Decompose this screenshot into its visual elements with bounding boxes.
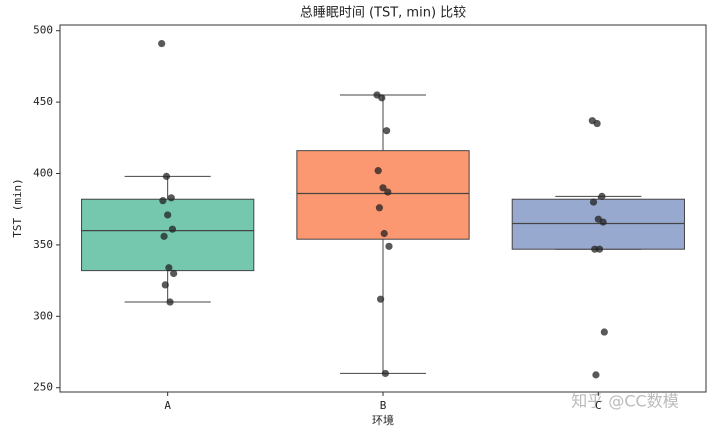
data-point [380, 229, 388, 238]
box [296, 150, 470, 240]
chart-title: 总睡眠时间 (TST, min) 比较 [300, 6, 466, 21]
data-point [162, 172, 171, 180]
x-tick-label: A [164, 399, 171, 412]
x-tick-label: C [595, 399, 602, 412]
box [511, 198, 685, 250]
data-point [598, 192, 606, 200]
data-point [165, 264, 173, 272]
data-point [374, 167, 382, 175]
data-point [385, 242, 393, 250]
data-point [600, 328, 608, 336]
data-point [159, 197, 167, 205]
data-point [593, 119, 601, 128]
watermark: 知乎 @CC数模 [571, 392, 678, 411]
x-tick-label: B [380, 399, 387, 412]
y-tick-label: 350 [33, 238, 53, 251]
data-point [377, 295, 385, 303]
data-point [378, 94, 386, 102]
data-point [381, 369, 389, 378]
data-point [164, 211, 172, 219]
data-point [384, 188, 392, 196]
y-tick-label: 400 [33, 167, 53, 180]
data-point [383, 127, 391, 135]
data-point [595, 245, 604, 253]
y-tick-label: 300 [33, 309, 53, 322]
data-point [589, 198, 598, 206]
data-point [166, 298, 174, 306]
y-tick-label: 500 [33, 24, 53, 37]
data-point [592, 371, 600, 379]
data-point [168, 225, 177, 233]
data-point [170, 269, 178, 278]
data-point [161, 281, 169, 289]
x-axis-label: 环境 [372, 413, 394, 427]
y-axis-label: TST (min) [11, 178, 24, 238]
box [81, 198, 255, 272]
data-point [379, 184, 387, 192]
data-point [160, 232, 168, 240]
y-tick-label: 250 [33, 381, 53, 394]
data-point [599, 218, 607, 226]
y-tick-label: 450 [33, 95, 53, 108]
data-point [375, 204, 383, 212]
data-point [158, 39, 166, 48]
data-point [167, 194, 175, 202]
